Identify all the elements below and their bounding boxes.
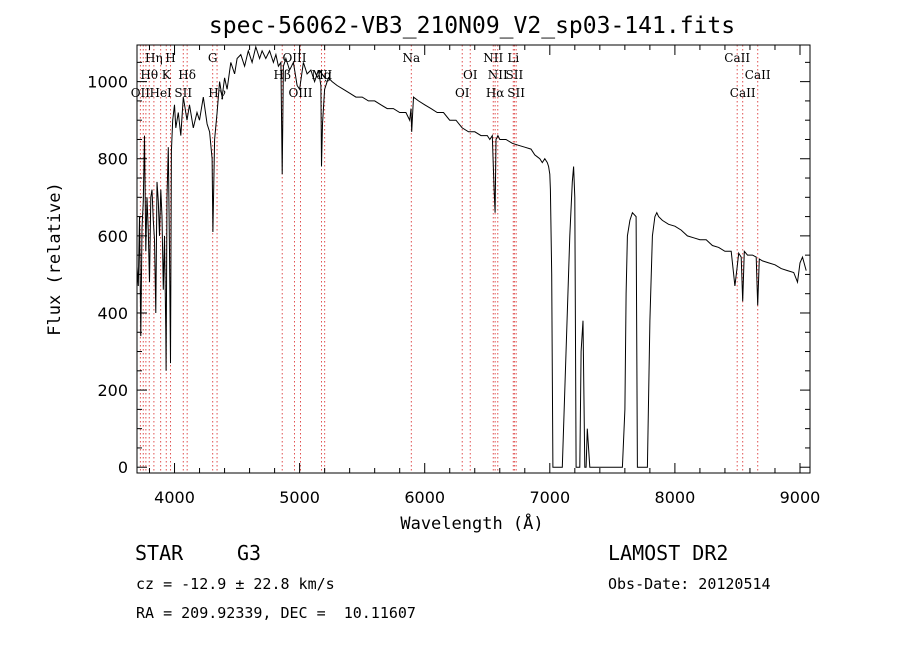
line-label: H: [165, 51, 175, 65]
line-label: Hγ: [208, 86, 226, 100]
object-subclass: G3: [237, 541, 262, 565]
line-label: CaII: [730, 86, 756, 100]
x-axis-label: Wavelength (Å): [400, 512, 543, 534]
line-label: Hδ: [178, 68, 196, 82]
y-tick-label: 400: [97, 304, 128, 323]
line-label: Hη: [145, 51, 163, 65]
y-tick-label: 600: [97, 227, 128, 246]
line-label: Mg: [312, 68, 332, 82]
line-label: G: [208, 51, 218, 65]
y-tick-label: 800: [97, 150, 128, 169]
line-label: Hβ: [274, 68, 291, 82]
chart-title: spec-56062-VB3_210N09_V2_sp03-141.fits: [209, 13, 735, 39]
line-label: NII: [488, 68, 508, 82]
line-label: CaII: [745, 68, 771, 82]
line-label: OI: [455, 86, 470, 100]
line-label: Hθ: [140, 68, 158, 82]
y-tick-label: 200: [97, 381, 128, 400]
line-label: OIII: [282, 51, 306, 65]
x-tick-label: 6000: [404, 488, 445, 507]
x-tick-label: 8000: [655, 488, 696, 507]
line-label: OI: [463, 68, 478, 82]
x-tick-label: 7000: [529, 488, 570, 507]
redshift-text: cz = -12.9 ± 22.8 km/s: [136, 575, 335, 593]
line-label: Hα: [486, 86, 505, 100]
object-class: STAR: [135, 541, 184, 565]
y-axis-label: Flux (relative): [45, 182, 65, 336]
y-tick-label: 1000: [87, 73, 128, 92]
emission-line-markers: [139, 45, 759, 473]
y-tick-label: 0: [118, 458, 128, 477]
line-label: SII: [506, 68, 524, 82]
line-label: OIII: [288, 86, 312, 100]
x-tick-label: 4000: [154, 488, 195, 507]
line-label: CaII: [724, 51, 750, 65]
line-label: OII: [131, 86, 151, 100]
line-label: NII: [483, 51, 503, 65]
plot-frame: [136, 44, 811, 474]
line-label: K: [162, 68, 172, 82]
line-label: Li: [507, 51, 519, 65]
survey-name: LAMOST DR2: [608, 541, 729, 565]
line-label: SII: [507, 86, 525, 100]
obs-date-text: Obs-Date: 20120514: [608, 575, 771, 593]
axis-ticks: 4000 5000 6000 7000 8000 9000 0 200 400 600 800 100…: [87, 45, 820, 507]
line-label: Na: [403, 51, 421, 65]
line-label: HeI: [149, 86, 172, 100]
line-label: SII: [174, 86, 192, 100]
x-tick-label: 9000: [780, 488, 821, 507]
coordinates-text: RA = 209.92339, DEC = 10.11607: [136, 604, 416, 622]
spectrum-line: [136, 45, 807, 468]
x-tick-label: 5000: [279, 488, 320, 507]
